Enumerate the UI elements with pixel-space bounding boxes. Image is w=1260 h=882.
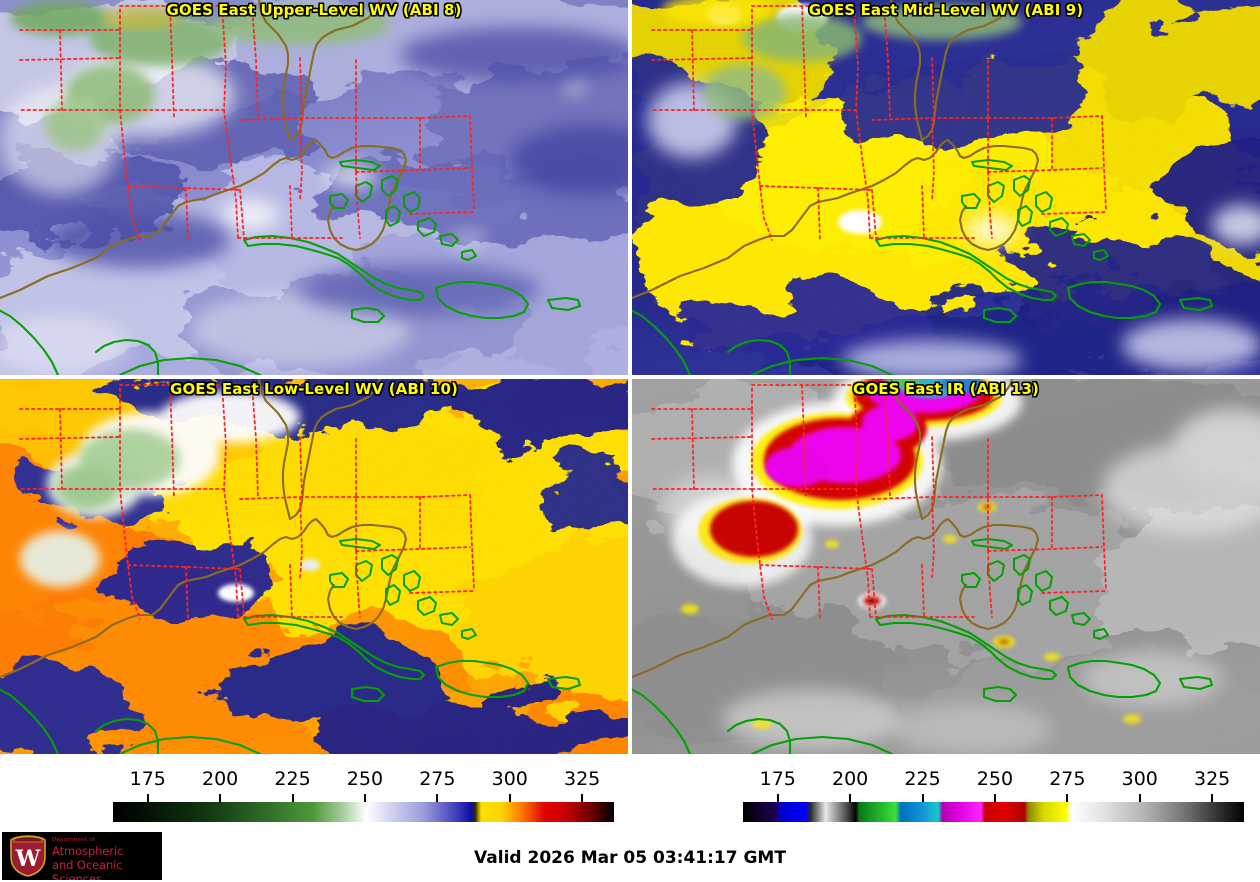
colorbar-tick-mark: [363, 794, 366, 802]
wv-colorbar-block: 175 200 225 250 275 300 325: [0, 758, 630, 830]
logo-line-oceanic: and Oceanic Sciences: [52, 858, 123, 880]
colorbar-zone: 175 200 225 250 275 300 325 175 200 225 250 275 300…: [0, 758, 1260, 830]
ir-colorbar-labels: 175 200 225 250 275 300 325: [630, 768, 1260, 794]
colorbar-tick-label: 250: [976, 768, 1014, 790]
valid-timestamp: Valid 2026 Mar 05 03:41:17 GMT: [474, 848, 786, 868]
colorbar-tick-mark: [1138, 794, 1141, 802]
panel-grid: GOES East Upper-Level WV (ABI 8): [0, 0, 1260, 754]
colorbar-tick-label: 300: [491, 768, 528, 790]
colorbar-tick-mark: [219, 794, 222, 802]
colorbar-tick-label: 300: [1121, 768, 1158, 790]
colorbar-tick-label: 250: [346, 768, 384, 790]
logo-text-group: Department of Atmospheric and Oceanic Sc…: [52, 836, 160, 880]
colorbar-tick-mark: [436, 794, 439, 802]
ir-image: [632, 379, 1260, 754]
panel-ir[interactable]: GOES East IR (ABI 13): [632, 379, 1260, 754]
mid-level-wv-image: [632, 0, 1260, 375]
colorbar-tick-mark: [581, 794, 584, 802]
colorbar-tick-label: 225: [274, 768, 311, 790]
panel-upper-level-wv[interactable]: GOES East Upper-Level WV (ABI 8): [0, 0, 628, 375]
colorbar-tick-label: 200: [202, 768, 239, 790]
colorbar-tick-label: 175: [129, 768, 166, 790]
colorbar-tick-label: 325: [1194, 768, 1231, 790]
colorbar-tick-mark: [776, 794, 779, 802]
ir-colorbar-gradient[interactable]: [743, 802, 1244, 822]
colorbar-tick-label: 175: [759, 768, 796, 790]
colorbar-tick-mark: [1066, 794, 1069, 802]
colorbar-tick-mark: [1211, 794, 1214, 802]
colorbar-tick-label: 275: [1049, 768, 1086, 790]
colorbar-tick-label: 325: [564, 768, 601, 790]
upper-level-wv-image: [0, 0, 628, 375]
ir-colorbar-ticks: [630, 794, 1260, 802]
wv-colorbar-labels: 175 200 225 250 275 300 325: [0, 768, 630, 794]
colorbar-tick-label: 200: [832, 768, 869, 790]
panel-low-level-wv[interactable]: GOES East Low-Level WV (ABI 10): [0, 379, 628, 754]
footer: W Department of Atmospheric and Oceanic …: [0, 830, 1260, 882]
colorbar-tick-mark: [849, 794, 852, 802]
colorbar-tick-label: 275: [419, 768, 456, 790]
colorbar-tick-label: 225: [904, 768, 941, 790]
svg-text:W: W: [15, 846, 41, 872]
uw-crest-icon: W: [10, 835, 46, 877]
logo-department-line: Department of: [52, 837, 95, 843]
wv-colorbar-gradient[interactable]: [113, 802, 614, 822]
colorbar-tick-mark: [508, 794, 511, 802]
colorbar-tick-mark: [291, 794, 294, 802]
colorbar-tick-mark: [993, 794, 996, 802]
logo-line-atmospheric: Atmospheric: [52, 844, 124, 858]
ir-colorbar-block: 175 200 225 250 275 300 325: [630, 758, 1260, 830]
low-level-wv-image: [0, 379, 628, 754]
colorbar-tick-mark: [921, 794, 924, 802]
wv-colorbar-ticks: [0, 794, 630, 802]
uw-madison-aos-logo[interactable]: W Department of Atmospheric and Oceanic …: [2, 832, 162, 880]
colorbar-tick-mark: [146, 794, 149, 802]
panel-mid-level-wv[interactable]: GOES East Mid-Level WV (ABI 9): [632, 0, 1260, 375]
